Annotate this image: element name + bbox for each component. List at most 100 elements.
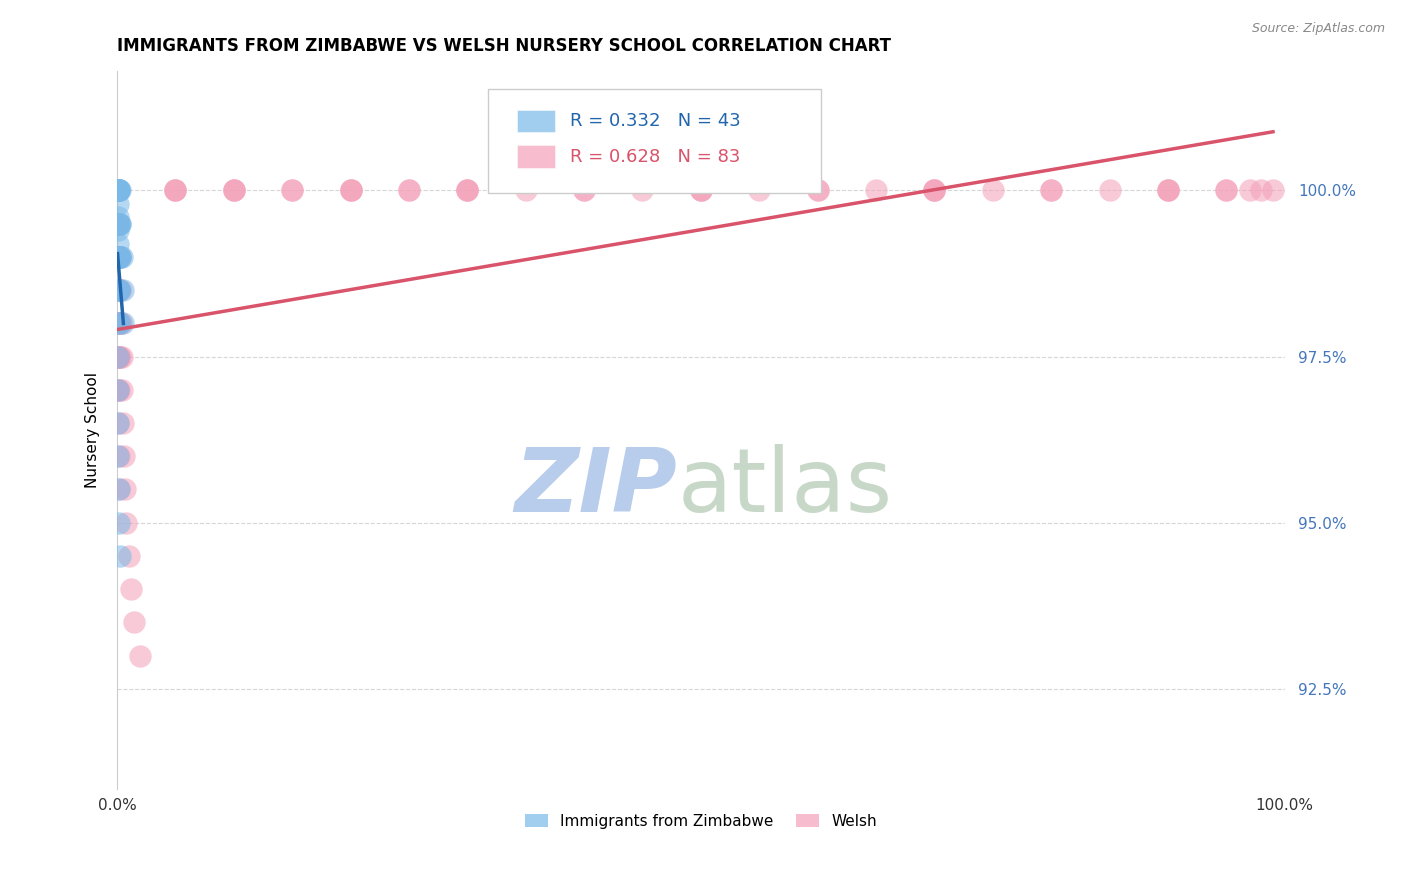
Text: IMMIGRANTS FROM ZIMBABWE VS WELSH NURSERY SCHOOL CORRELATION CHART: IMMIGRANTS FROM ZIMBABWE VS WELSH NURSER… <box>117 37 891 55</box>
Point <box>108 283 131 297</box>
Point <box>107 350 129 364</box>
Point <box>108 316 131 330</box>
Point <box>1215 183 1237 197</box>
Text: ZIP: ZIP <box>515 443 678 531</box>
Point <box>107 236 129 251</box>
Point <box>107 183 129 197</box>
Text: R = 0.332   N = 43: R = 0.332 N = 43 <box>569 112 741 130</box>
Point <box>748 183 770 197</box>
Point <box>572 183 595 197</box>
Point <box>107 183 129 197</box>
Point <box>924 183 946 197</box>
Point <box>456 183 478 197</box>
Point <box>222 183 245 197</box>
Point <box>111 350 134 364</box>
Point <box>110 250 132 264</box>
Point <box>107 210 129 224</box>
Point <box>112 316 135 330</box>
Point <box>1215 183 1237 197</box>
Point <box>107 283 129 297</box>
Point <box>111 416 134 430</box>
Point <box>281 183 304 197</box>
Point <box>1040 183 1063 197</box>
Point <box>107 383 129 397</box>
Point <box>1157 183 1180 197</box>
Point <box>107 383 129 397</box>
Point <box>107 350 129 364</box>
Point <box>107 250 129 264</box>
Point <box>107 250 129 264</box>
Point <box>981 183 1004 197</box>
Point <box>108 549 131 563</box>
Point <box>111 283 134 297</box>
Point <box>1239 183 1261 197</box>
Point <box>107 183 129 197</box>
Point <box>107 316 129 330</box>
Point <box>1157 183 1180 197</box>
Point <box>1098 183 1121 197</box>
Text: Source: ZipAtlas.com: Source: ZipAtlas.com <box>1251 22 1385 36</box>
Point <box>108 516 131 530</box>
Point <box>165 183 187 197</box>
FancyBboxPatch shape <box>517 145 555 169</box>
Point <box>339 183 361 197</box>
Point <box>108 350 131 364</box>
Point <box>108 250 131 264</box>
Point <box>108 250 131 264</box>
Point <box>108 283 131 297</box>
Point <box>631 183 654 197</box>
Point <box>107 449 129 463</box>
Point <box>107 196 129 211</box>
Point <box>1157 183 1180 197</box>
Point <box>124 615 146 630</box>
Point <box>107 183 129 197</box>
Point <box>108 217 131 231</box>
Point <box>107 316 129 330</box>
Point <box>107 183 129 197</box>
Point <box>107 183 129 197</box>
Point <box>108 183 131 197</box>
Point <box>806 183 828 197</box>
Point <box>110 217 132 231</box>
Point <box>865 183 887 197</box>
Point <box>165 183 187 197</box>
Point <box>107 250 129 264</box>
Point <box>572 183 595 197</box>
Point <box>117 549 139 563</box>
Point <box>107 223 129 237</box>
Point <box>107 283 129 297</box>
Point <box>114 483 136 497</box>
Point <box>107 183 129 197</box>
Point <box>107 217 129 231</box>
Text: atlas: atlas <box>678 443 893 531</box>
Point <box>398 183 420 197</box>
Legend: Immigrants from Zimbabwe, Welsh: Immigrants from Zimbabwe, Welsh <box>519 807 883 835</box>
Point <box>110 283 132 297</box>
Point <box>108 283 131 297</box>
Point <box>111 250 134 264</box>
Point <box>515 183 537 197</box>
Point <box>108 250 131 264</box>
Point <box>107 183 129 197</box>
Point <box>339 183 361 197</box>
Point <box>689 183 711 197</box>
Point <box>120 582 142 596</box>
Point <box>456 183 478 197</box>
Point <box>456 183 478 197</box>
Point <box>281 183 304 197</box>
Point <box>110 350 132 364</box>
Point <box>112 449 135 463</box>
Y-axis label: Nursery School: Nursery School <box>86 372 100 488</box>
Point <box>107 283 129 297</box>
Point <box>108 483 131 497</box>
Point <box>107 350 129 364</box>
Point <box>129 648 152 663</box>
Point <box>689 183 711 197</box>
Point <box>806 183 828 197</box>
Point <box>107 183 129 197</box>
Point <box>107 350 129 364</box>
Point <box>107 183 129 197</box>
Point <box>107 316 129 330</box>
Point <box>108 217 131 231</box>
Point <box>107 416 129 430</box>
